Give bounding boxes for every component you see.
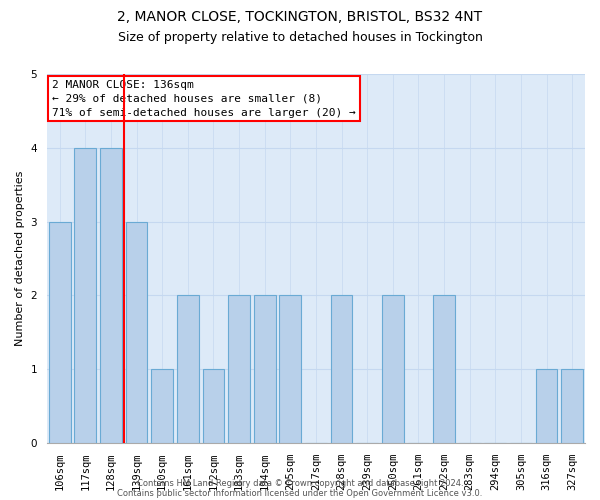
Text: Contains HM Land Registry data © Crown copyright and database right 2024.: Contains HM Land Registry data © Crown c… bbox=[137, 478, 463, 488]
Bar bbox=[49, 222, 71, 443]
Y-axis label: Number of detached properties: Number of detached properties bbox=[15, 170, 25, 346]
Bar bbox=[177, 296, 199, 443]
Bar bbox=[433, 296, 455, 443]
Text: 2, MANOR CLOSE, TOCKINGTON, BRISTOL, BS32 4NT: 2, MANOR CLOSE, TOCKINGTON, BRISTOL, BS3… bbox=[118, 10, 482, 24]
Text: 2 MANOR CLOSE: 136sqm
← 29% of detached houses are smaller (8)
71% of semi-detac: 2 MANOR CLOSE: 136sqm ← 29% of detached … bbox=[52, 80, 356, 118]
Bar bbox=[331, 296, 352, 443]
Text: Size of property relative to detached houses in Tockington: Size of property relative to detached ho… bbox=[118, 31, 482, 44]
Bar bbox=[125, 222, 148, 443]
Bar bbox=[228, 296, 250, 443]
Bar bbox=[254, 296, 275, 443]
Bar bbox=[203, 369, 224, 443]
Bar bbox=[536, 369, 557, 443]
Bar bbox=[100, 148, 122, 443]
Bar bbox=[561, 369, 583, 443]
Bar bbox=[74, 148, 96, 443]
Text: Contains public sector information licensed under the Open Government Licence v3: Contains public sector information licen… bbox=[118, 488, 482, 498]
Bar bbox=[280, 296, 301, 443]
Bar bbox=[382, 296, 404, 443]
Bar bbox=[151, 369, 173, 443]
